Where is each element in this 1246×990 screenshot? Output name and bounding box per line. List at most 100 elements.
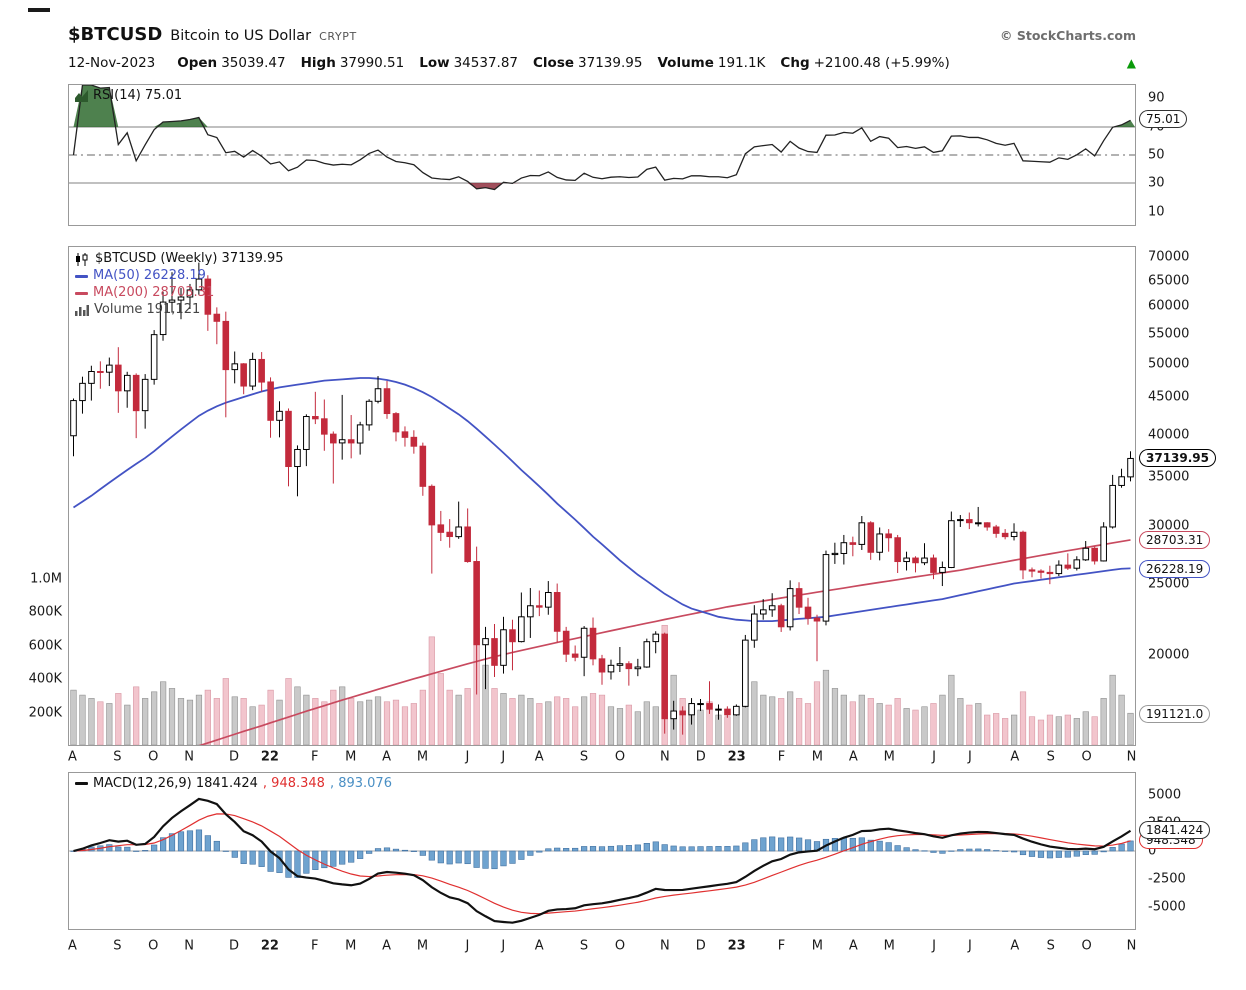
- x-axis-label: 22: [260, 749, 279, 765]
- x-axis-label: J: [932, 938, 936, 954]
- x-axis-label: O: [1081, 749, 1092, 765]
- x-axis-label: 23: [727, 749, 746, 765]
- ma200-value-tag: 28703.31: [1139, 531, 1211, 550]
- candlestick-icon: [76, 252, 88, 266]
- quote-value: 37139.95: [578, 55, 643, 71]
- x-axis-label: 23: [727, 938, 746, 954]
- symbol-name: Bitcoin to US Dollar: [170, 28, 312, 44]
- x-axis-label: N: [184, 938, 195, 954]
- rsi-axis-label: 50: [1148, 147, 1165, 163]
- quote-label: High: [300, 55, 336, 71]
- legend-symbol-row: $BTCUSD (Weekly) 37139.95: [75, 251, 284, 267]
- macd-axis-label: 5000: [1148, 787, 1182, 803]
- legend-ma50-label: MA(50) 26228.19: [93, 268, 206, 283]
- rsi-axis-label: 10: [1148, 204, 1165, 220]
- quote-label: Volume: [657, 55, 714, 71]
- x-axis-label: S: [579, 938, 589, 954]
- x-axis-label: A: [848, 749, 858, 765]
- corner-mark: [28, 8, 50, 12]
- x-axis-label: M: [811, 938, 823, 954]
- macd-line-icon: [75, 782, 88, 785]
- x-axis-label: A: [382, 938, 392, 954]
- volume-axis-label: 600K: [28, 638, 62, 654]
- price-axis-label: 40000: [1148, 427, 1190, 443]
- price-legend: $BTCUSD (Weekly) 37139.95 MA(50) 26228.1…: [75, 251, 284, 318]
- macd-axis-label: 0: [1148, 843, 1157, 859]
- macd-axis-label: -2500: [1148, 871, 1186, 887]
- x-axis-label: D: [695, 749, 706, 765]
- x-axis-label: M: [883, 938, 895, 954]
- legend-ma50-row: MA(50) 26228.19: [75, 268, 206, 284]
- x-axis-label: J: [465, 749, 470, 765]
- x-axis-label: J: [501, 749, 506, 765]
- rsi-plot: [69, 85, 1135, 191]
- rsi-axis-label: 30: [1148, 175, 1165, 191]
- x-axis-label: J: [465, 938, 470, 954]
- x-axis-label: A: [68, 938, 77, 954]
- x-axis-label: N: [659, 938, 670, 954]
- x-axis-label: M: [416, 938, 429, 954]
- quote-close: Close 37139.95: [533, 55, 642, 71]
- x-axis-label: N: [1126, 749, 1137, 765]
- rsi-legend-label: RSI(14) 75.01: [93, 88, 183, 103]
- price-axis-label: 35000: [1148, 469, 1190, 485]
- quote-volume: Volume 191.1K: [657, 55, 765, 71]
- ma50-line-icon: [75, 274, 88, 278]
- macd-legend: MACD(12,26,9) 1841.424 , 948.348 , 893.0…: [75, 776, 392, 791]
- x-axis-label: J: [501, 938, 506, 954]
- quote-value: 191.1K: [717, 55, 766, 71]
- volume-axis-label: 800K: [28, 604, 62, 620]
- x-axis-label: S: [1046, 749, 1055, 765]
- price-axis-label: 70000: [1148, 249, 1190, 265]
- x-axis-label: J: [968, 749, 972, 765]
- x-axis-label: O: [1081, 938, 1092, 954]
- x-axis-label: F: [777, 749, 786, 765]
- symbol: $BTCUSD: [68, 24, 163, 45]
- quote-open: Open 35039.47: [177, 55, 285, 71]
- x-axis-label: F: [311, 938, 319, 954]
- x-axis-label: M: [416, 749, 429, 765]
- x-axis-label: A: [68, 749, 77, 765]
- volume-value-tag: 191121.0: [1139, 705, 1211, 724]
- macd-axis-label: -5000: [1148, 899, 1186, 915]
- price-axis-label: 55000: [1148, 326, 1190, 342]
- volume-bars-icon: [75, 305, 89, 316]
- price-axis-label: 60000: [1148, 298, 1190, 314]
- quote-change: Chg +2100.48 (+5.99%): [780, 55, 949, 71]
- quote-label: Chg: [780, 55, 810, 71]
- x-axis-label: N: [659, 749, 670, 765]
- price-axis-label: 20000: [1148, 647, 1190, 663]
- x-axis-label: A: [848, 938, 858, 954]
- macd-signal-value: , 948.348: [262, 776, 325, 791]
- volume-axis-label: 200K: [28, 705, 62, 721]
- x-axis-label: D: [229, 749, 240, 765]
- x-axis-label: J: [968, 938, 972, 954]
- x-axis-label: D: [695, 938, 706, 954]
- x-axis-label: S: [579, 749, 589, 765]
- title-row: $BTCUSD Bitcoin to US Dollar CRYPT © Sto…: [68, 24, 1136, 45]
- x-axis-label: S: [113, 749, 122, 765]
- quote-label: Open: [177, 55, 218, 71]
- x-axis-label: N: [1126, 938, 1137, 954]
- quote-high: High 37990.51: [301, 55, 405, 71]
- price-axis-label: 25000: [1148, 576, 1190, 592]
- quote-value: +2100.48 (+5.99%): [813, 55, 950, 71]
- x-axis-label: A: [1010, 938, 1020, 954]
- volume-axis-label: 1.0M: [30, 571, 62, 587]
- macd-hist-value: , 893.076: [329, 776, 392, 791]
- quote-label: Low: [419, 55, 450, 71]
- x-axis-label: A: [382, 749, 392, 765]
- rsi-legend: RSI(14) 75.01: [75, 88, 182, 103]
- rsi-area-icon: [75, 90, 88, 102]
- macd-legend-label: MACD(12,26,9) 1841.424: [93, 776, 258, 791]
- x-axis-label: N: [184, 749, 195, 765]
- rsi-value-tag: 75.01: [1139, 110, 1188, 129]
- x-axis-label: D: [229, 938, 240, 954]
- quote-value: 37990.51: [339, 55, 405, 71]
- x-axis-label: F: [311, 749, 319, 765]
- x-axis-label: F: [777, 938, 786, 954]
- legend-volume-label: Volume 191,121: [94, 302, 201, 317]
- macd-panel: MACD(12,26,9) 1841.424 , 948.348 , 893.0…: [68, 772, 1136, 930]
- quote-date: 12-Nov-2023: [68, 55, 156, 71]
